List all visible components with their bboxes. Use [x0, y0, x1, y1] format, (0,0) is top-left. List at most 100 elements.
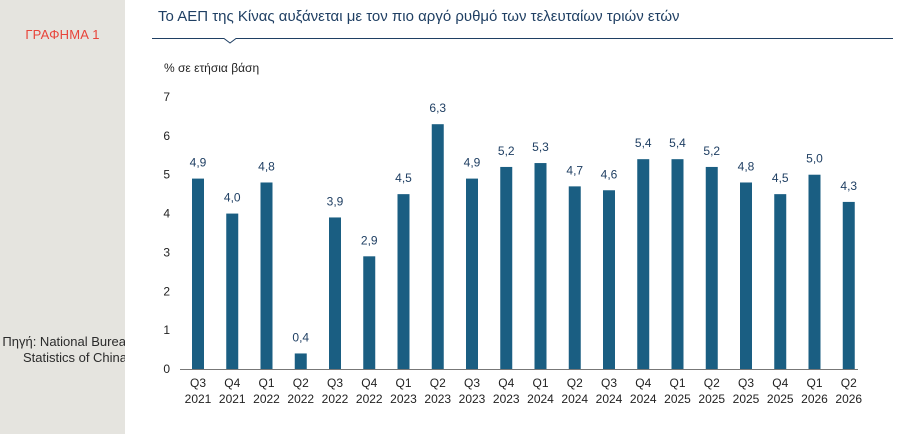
- bar: [329, 217, 341, 369]
- bar: [671, 159, 684, 369]
- x-tick-label: Q2: [567, 376, 583, 390]
- x-tick-label: 2024: [630, 392, 657, 406]
- value-label: 4,8: [738, 159, 755, 173]
- bar: [500, 166, 513, 369]
- bar: [192, 178, 204, 369]
- value-labels: 4,9 4,0 4,8 0,4 3,9 2,9 4,5 6,3 4,9 5,2 5,3 4,7 4,6 5…: [190, 101, 858, 344]
- x-tick-label: Q1: [669, 376, 685, 390]
- bar: [774, 194, 787, 369]
- x-tick-label: Q2: [704, 376, 720, 390]
- bar: [260, 182, 273, 369]
- x-tick-label: 2026: [801, 392, 828, 406]
- x-tick-label: 2022: [356, 392, 383, 406]
- bar: [397, 194, 410, 369]
- x-tick-label: 2024: [596, 392, 623, 406]
- x-tick-label: 2025: [733, 392, 760, 406]
- value-label: 4,7: [566, 163, 583, 177]
- y-tick-label: 6: [163, 129, 170, 143]
- bar: [431, 124, 444, 369]
- y-axis-label: % σε ετήσια βάση: [164, 61, 260, 75]
- value-label: 4,9: [190, 156, 207, 170]
- bar: [740, 182, 752, 369]
- x-tick-label: 2022: [253, 392, 280, 406]
- x-tick-label: 2023: [493, 392, 520, 406]
- value-label: 5,3: [532, 140, 549, 154]
- x-tick-label: 2024: [527, 392, 554, 406]
- value-label: 4,9: [464, 156, 481, 170]
- chart-title: Το ΑΕΠ της Κίνας αυξάνεται με τον πιο αρ…: [158, 8, 680, 25]
- source-note: Πηγή: National Bureau of Statistics of C…: [2, 334, 148, 365]
- bar: [603, 190, 615, 369]
- value-label: 0,4: [292, 330, 309, 344]
- value-label: 5,4: [669, 136, 686, 150]
- y-tick-labels: 0 1 2 3 4 5 6 7: [163, 90, 170, 376]
- x-tick-label: Q1: [806, 376, 822, 390]
- x-tick-label: 2022: [322, 392, 349, 406]
- value-label: 5,4: [635, 136, 652, 150]
- x-tick-label: 2025: [664, 392, 691, 406]
- sidebar: ΓΡΑΦΗΜΑ 1 Πηγή: National Bureau of Stati…: [0, 0, 148, 434]
- x-tick-label: Q2: [430, 376, 446, 390]
- bar: [226, 213, 239, 369]
- value-label: 5,0: [806, 152, 823, 166]
- value-label: 5,2: [703, 144, 720, 158]
- x-tick-label: Q3: [327, 376, 343, 390]
- y-tick-label: 1: [163, 323, 170, 337]
- x-tick-label: Q4: [224, 376, 240, 390]
- x-tick-label: 2021: [185, 392, 212, 406]
- x-tick-label: Q3: [190, 376, 206, 390]
- value-label: 4,8: [258, 159, 275, 173]
- x-tick-label: Q2: [293, 376, 309, 390]
- bar: [808, 174, 821, 369]
- bar: [466, 178, 478, 369]
- x-tick-label: 2021: [219, 392, 246, 406]
- x-tick-label: 2023: [390, 392, 417, 406]
- x-tick-label: Q2: [841, 376, 857, 390]
- x-tick-label: Q4: [361, 376, 377, 390]
- bar: [842, 201, 855, 369]
- x-tick-label: Q1: [532, 376, 548, 390]
- x-tick-label: Q1: [395, 376, 411, 390]
- value-label: 4,5: [772, 171, 789, 185]
- x-tick-label: Q3: [464, 376, 480, 390]
- value-label: 5,2: [498, 144, 515, 158]
- figure-label: ΓΡΑΦΗΜΑ 1: [25, 27, 100, 42]
- bar: [705, 166, 718, 369]
- x-tick-label: 2024: [561, 392, 588, 406]
- x-tick-label: 2026: [835, 392, 862, 406]
- value-label: 2,9: [361, 233, 378, 247]
- value-label: 4,6: [601, 167, 618, 181]
- x-tick-label: Q3: [601, 376, 617, 390]
- x-tick-label: 2023: [424, 392, 451, 406]
- x-tick-label: Q3: [738, 376, 754, 390]
- bar: [568, 186, 581, 369]
- value-label: 4,5: [395, 171, 412, 185]
- x-tick-label: Q1: [258, 376, 274, 390]
- bar: [363, 256, 376, 369]
- title-underline-line: [152, 38, 893, 44]
- y-tick-label: 0: [163, 362, 170, 376]
- x-tick-label: 2025: [698, 392, 725, 406]
- value-label: 3,9: [327, 194, 344, 208]
- x-tick-label: Q4: [498, 376, 514, 390]
- title-underline: [152, 38, 893, 44]
- y-tick-label: 7: [163, 90, 170, 104]
- bar: [294, 353, 307, 369]
- x-tick-labels: Q3 2021 Q4 2021 Q1 2022 Q2 2022 Q3 2022 Q4 2022 Q1 20…: [185, 376, 863, 406]
- bars: [192, 124, 855, 369]
- y-tick-label: 3: [163, 245, 170, 259]
- y-tick-label: 5: [163, 168, 170, 182]
- value-label: 4,3: [840, 179, 857, 193]
- x-tick-label: 2022: [287, 392, 314, 406]
- bar: [637, 159, 650, 369]
- y-tick-label: 4: [163, 207, 170, 221]
- x-tick-label: 2025: [767, 392, 794, 406]
- value-label: 6,3: [429, 101, 446, 115]
- chart-panel: [125, 0, 900, 434]
- x-tick-label: Q4: [635, 376, 651, 390]
- value-label: 4,0: [224, 191, 241, 205]
- y-tick-label: 2: [163, 284, 170, 298]
- x-tick-label: Q4: [772, 376, 788, 390]
- bar: [534, 163, 547, 369]
